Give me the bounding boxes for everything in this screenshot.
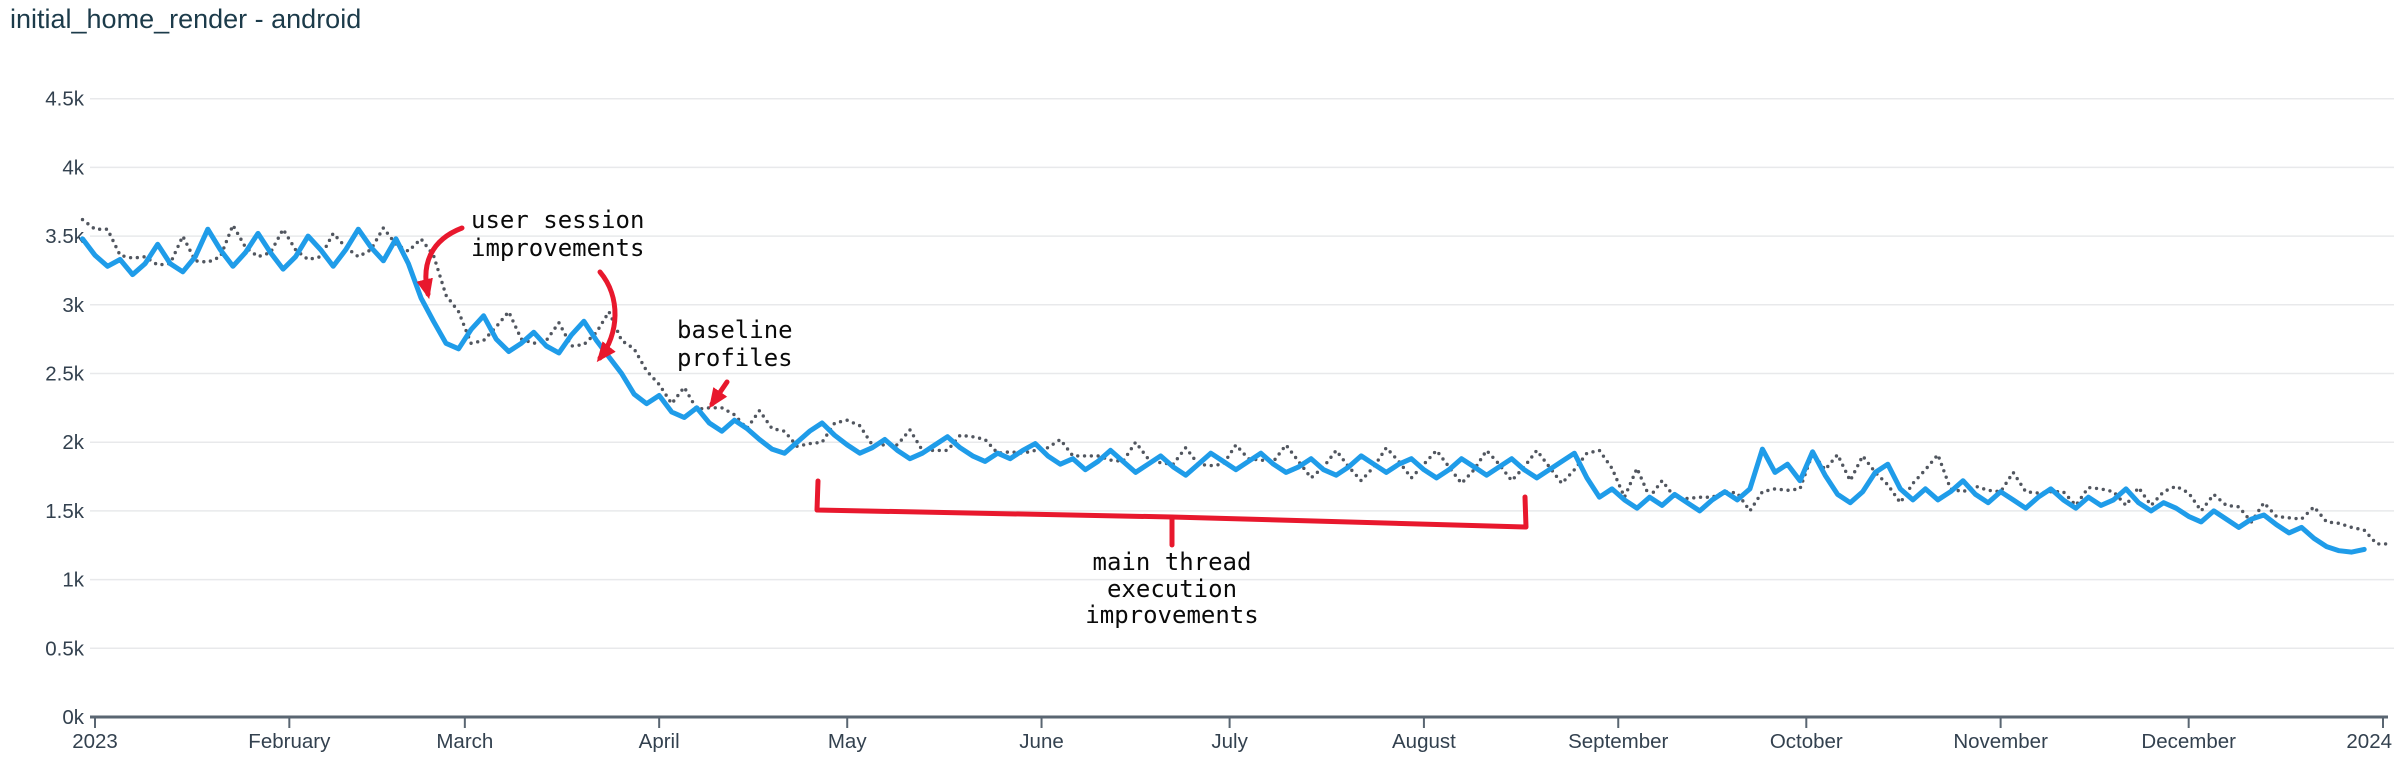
y-tick-label: 3k	[62, 294, 84, 317]
annotation-arrow-baseline-profiles	[709, 379, 730, 409]
comparison-series-dotted-line[interactable]	[80, 217, 2391, 546]
page-title: initial_home_render - android	[10, 4, 362, 34]
x-tick-label: July	[1211, 730, 1248, 753]
annotation-text-baseline-profiles: baseline profiles	[677, 316, 793, 372]
axis-layer: 2023 February March April May June July August S…	[72, 715, 2392, 753]
y-tick-label: 1.5k	[45, 500, 84, 523]
grid-layer: 0k 0.5k 1k 1.5k 2k 2.5k 3k 3.5k 4k 4.5k	[45, 88, 2394, 729]
annotation-arrow-user-session-2	[596, 269, 618, 363]
y-tick-label: 0.5k	[45, 637, 84, 660]
annotation-line: execution	[1107, 575, 1237, 603]
x-tick-label: October	[1770, 730, 1843, 753]
annotation-line: profiles	[677, 344, 793, 372]
x-tick-label: March	[436, 730, 493, 753]
x-tick-label: 2024	[2346, 730, 2392, 753]
plot-layer[interactable]	[80, 217, 2391, 555]
annotation-text-main-thread-execution-improvements: main thread execution improvements	[1085, 548, 1258, 629]
x-tick-label: December	[2141, 730, 2236, 753]
x-tick-label: September	[1568, 730, 1668, 753]
y-tick-label: 4k	[62, 156, 84, 179]
y-tick-label: 0k	[62, 706, 84, 729]
y-tick-label: 4.5k	[45, 88, 84, 111]
x-tick-label: 2023	[72, 730, 118, 753]
x-tick-label: November	[1953, 730, 2048, 753]
annotation-line: main thread	[1093, 548, 1252, 576]
main-series-line[interactable]	[80, 226, 2367, 555]
annotation-line: user session	[471, 206, 644, 234]
y-tick-label: 1k	[62, 569, 84, 592]
y-tick-label: 3.5k	[45, 225, 84, 248]
y-tick-label: 2k	[62, 431, 84, 454]
x-tick-label: June	[1019, 730, 1063, 753]
annotation-line: baseline	[677, 316, 793, 344]
annotation-arrow-user-session-1	[416, 225, 465, 300]
x-tick-label: May	[828, 730, 867, 753]
x-tick-label: April	[639, 730, 680, 753]
x-tick-label: August	[1392, 730, 1456, 753]
annotation-text-user-session-improvements: user session improvements	[471, 206, 644, 262]
annotation-line: improvements	[471, 234, 644, 262]
x-tick-label: February	[248, 730, 331, 753]
y-tick-label: 2.5k	[45, 363, 84, 386]
annotation-line: improvements	[1085, 601, 1258, 629]
